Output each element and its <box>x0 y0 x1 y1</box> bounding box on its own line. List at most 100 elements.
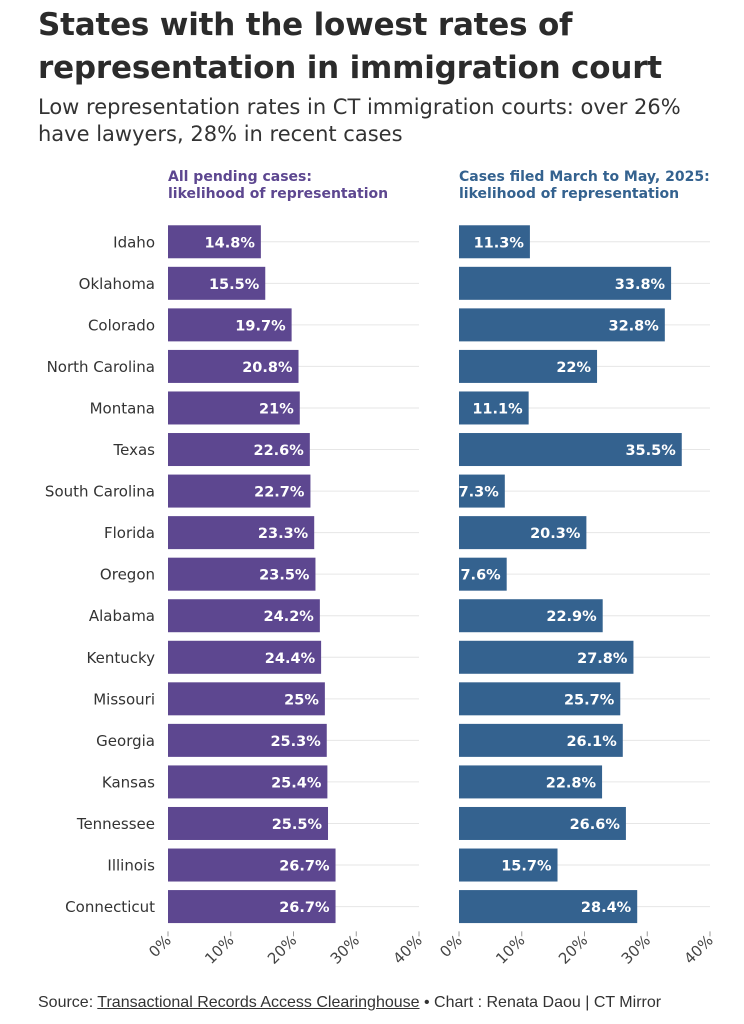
panel2-bar-label: 28.4% <box>581 900 632 916</box>
panel1-bar <box>168 308 292 342</box>
category-label: Oklahoma <box>79 275 155 293</box>
panel1-bar <box>168 640 322 674</box>
panel2-bar <box>459 433 682 467</box>
panel1-bar-label: 25.4% <box>271 775 322 791</box>
category-label: North Carolina <box>47 358 155 376</box>
panel2-bar <box>459 723 623 757</box>
panel1-bar <box>168 557 316 591</box>
category-label: Idaho <box>113 233 155 251</box>
panel1-header: All pending cases: likelihood of represen… <box>168 169 388 202</box>
category-label: Florida <box>104 524 155 542</box>
panel1-bar-label: 19.7% <box>235 318 286 334</box>
chart-subtitle: Low representation rates in CT immigrati… <box>38 95 681 146</box>
panel1-bar <box>168 599 320 633</box>
panel1-bar <box>168 266 266 300</box>
panel2-bar <box>459 890 638 924</box>
panel1-tick-label: 40% <box>390 931 426 967</box>
chart-credit: • Chart : Renata Daou | CT Mirror <box>419 994 662 1011</box>
category-label: Missouri <box>93 690 155 708</box>
category-label: Kentucky <box>87 649 156 667</box>
panel1-bar <box>168 349 299 383</box>
panel2-tick-label: 20% <box>555 931 591 967</box>
panel1-bar-label: 26.7% <box>279 859 330 875</box>
panel2-bar <box>459 225 530 259</box>
panel2-bar-label: 32.8% <box>609 318 660 334</box>
panel1-bar-label: 22.7% <box>254 485 305 501</box>
panel1-bar <box>168 890 336 924</box>
source-footer: Source: Transactional Records Access Cle… <box>38 994 738 1012</box>
panel1-bar <box>168 723 327 757</box>
panel2-bar-label: 7.3% <box>459 485 500 501</box>
panel2-bar-label: 7.6% <box>460 568 501 584</box>
panel2-bar-label: 11.3% <box>474 235 525 251</box>
panel2-bar <box>459 848 558 882</box>
panel2-bar <box>459 640 634 674</box>
panel1-header-line: All pending cases: <box>168 169 312 185</box>
panel1-tick-label: 20% <box>264 931 300 967</box>
panel1-bar <box>168 806 329 840</box>
panel1-bar-label: 26.7% <box>279 900 330 916</box>
category-label: Oregon <box>100 566 155 584</box>
panel2-tick-label: 30% <box>618 931 654 967</box>
category-label: Colorado <box>88 316 155 334</box>
chart-title: States with the lowest rates of represen… <box>38 7 662 86</box>
panel1-bar <box>168 516 315 550</box>
category-label: Georgia <box>96 732 155 750</box>
panel1-bar-label: 15.5% <box>209 277 260 293</box>
panel1-bar-label: 22.6% <box>254 443 305 459</box>
category-label: South Carolina <box>45 483 155 501</box>
panel2-bar-label: 35.5% <box>625 443 676 459</box>
category-label: Kansas <box>102 773 155 791</box>
panel1-bar <box>168 225 261 259</box>
panel1-bar-label: 25.3% <box>270 734 321 750</box>
panel2-bar <box>459 474 505 508</box>
panel1-bar <box>168 474 311 508</box>
panel2-header-line: Cases filed March to May, 2025: <box>459 169 710 185</box>
bar-chart: All pending cases: likelihood of represen… <box>45 169 717 968</box>
panel1-bar-label: 25% <box>284 692 319 708</box>
panel2-bar-label: 26.6% <box>570 817 621 833</box>
panel1-bar-label: 24.2% <box>264 609 315 625</box>
panel2-bar-label: 33.8% <box>615 277 666 293</box>
panel1-bar-label: 21% <box>259 401 294 417</box>
panel2-bar <box>459 266 672 300</box>
category-label: Tennessee <box>76 815 155 833</box>
panel2-bar-label: 22.8% <box>546 775 597 791</box>
panel2-bar <box>459 308 665 342</box>
panel1-tick-label: 10% <box>201 931 237 967</box>
panel2-bar-label: 15.7% <box>501 859 552 875</box>
panel2-bar <box>459 682 621 716</box>
panel1-bar-label: 14.8% <box>205 235 256 251</box>
panel2-bar <box>459 391 529 425</box>
category-label: Connecticut <box>65 898 155 916</box>
category-label: Alabama <box>89 607 155 625</box>
panel1-bar <box>168 765 328 799</box>
panel2-header: Cases filed March to May, 2025: likelihoo… <box>459 169 710 202</box>
panel2-bar-label: 11.1% <box>472 401 523 417</box>
panel2-bar <box>459 765 603 799</box>
panel2-header-line: likelihood of representation <box>459 186 679 202</box>
panel2-bar-label: 22.9% <box>546 609 597 625</box>
panel1-bar-label: 25.5% <box>272 817 323 833</box>
panel1-bar <box>168 433 310 467</box>
panel2-tick-label: 40% <box>681 931 717 967</box>
panel1-bar-label: 24.4% <box>265 651 316 667</box>
panel1-bar <box>168 848 336 882</box>
panel1-bar <box>168 682 325 716</box>
panel1-bar <box>168 391 300 425</box>
panel2-bar <box>459 349 598 383</box>
category-label: Texas <box>113 441 156 459</box>
panel2-bar-label: 25.7% <box>564 692 615 708</box>
panel2-bar-label: 27.8% <box>577 651 628 667</box>
source-link[interactable]: Transactional Records Access Clearinghou… <box>97 994 420 1011</box>
panel2-bar <box>459 516 587 550</box>
category-label: Illinois <box>107 857 155 875</box>
panel2-tick-label: 0% <box>436 931 466 961</box>
panel2-bar-label: 26.1% <box>566 734 617 750</box>
panel1-bar-label: 23.3% <box>258 526 309 542</box>
panel2-bar-label: 20.3% <box>530 526 581 542</box>
category-label: Montana <box>90 399 155 417</box>
panel2-bar <box>459 806 626 840</box>
panel1-tick-label: 30% <box>327 931 363 967</box>
panel2-bar-label: 22% <box>556 360 591 376</box>
